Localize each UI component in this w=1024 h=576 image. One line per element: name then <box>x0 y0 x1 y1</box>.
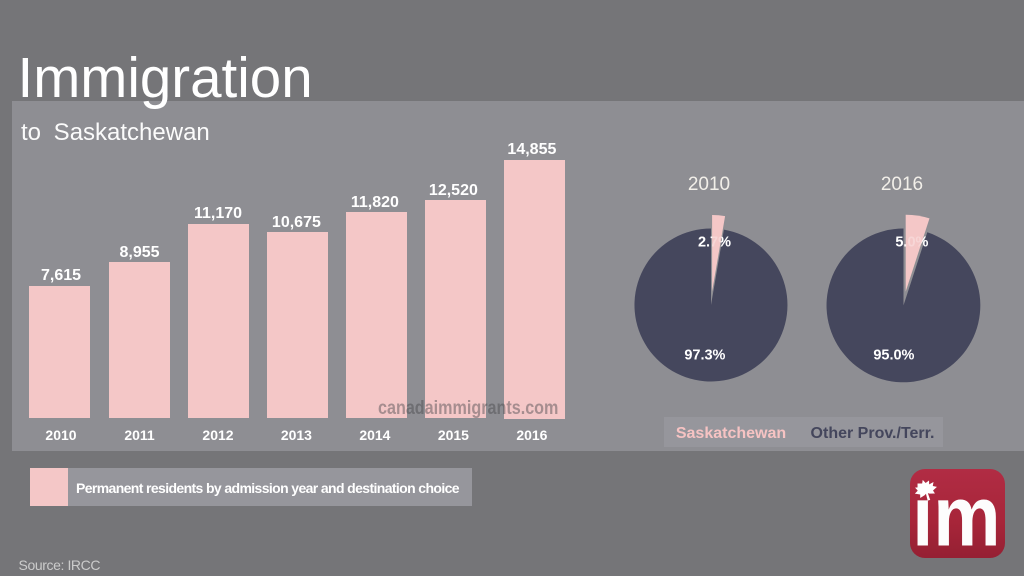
svg-text:5.0%: 5.0% <box>895 235 928 251</box>
svg-text:im: im <box>912 469 1000 558</box>
svg-text:95.0%: 95.0% <box>873 348 914 364</box>
svg-text:97.3%: 97.3% <box>684 348 725 364</box>
svg-text:2.7%: 2.7% <box>698 235 731 251</box>
